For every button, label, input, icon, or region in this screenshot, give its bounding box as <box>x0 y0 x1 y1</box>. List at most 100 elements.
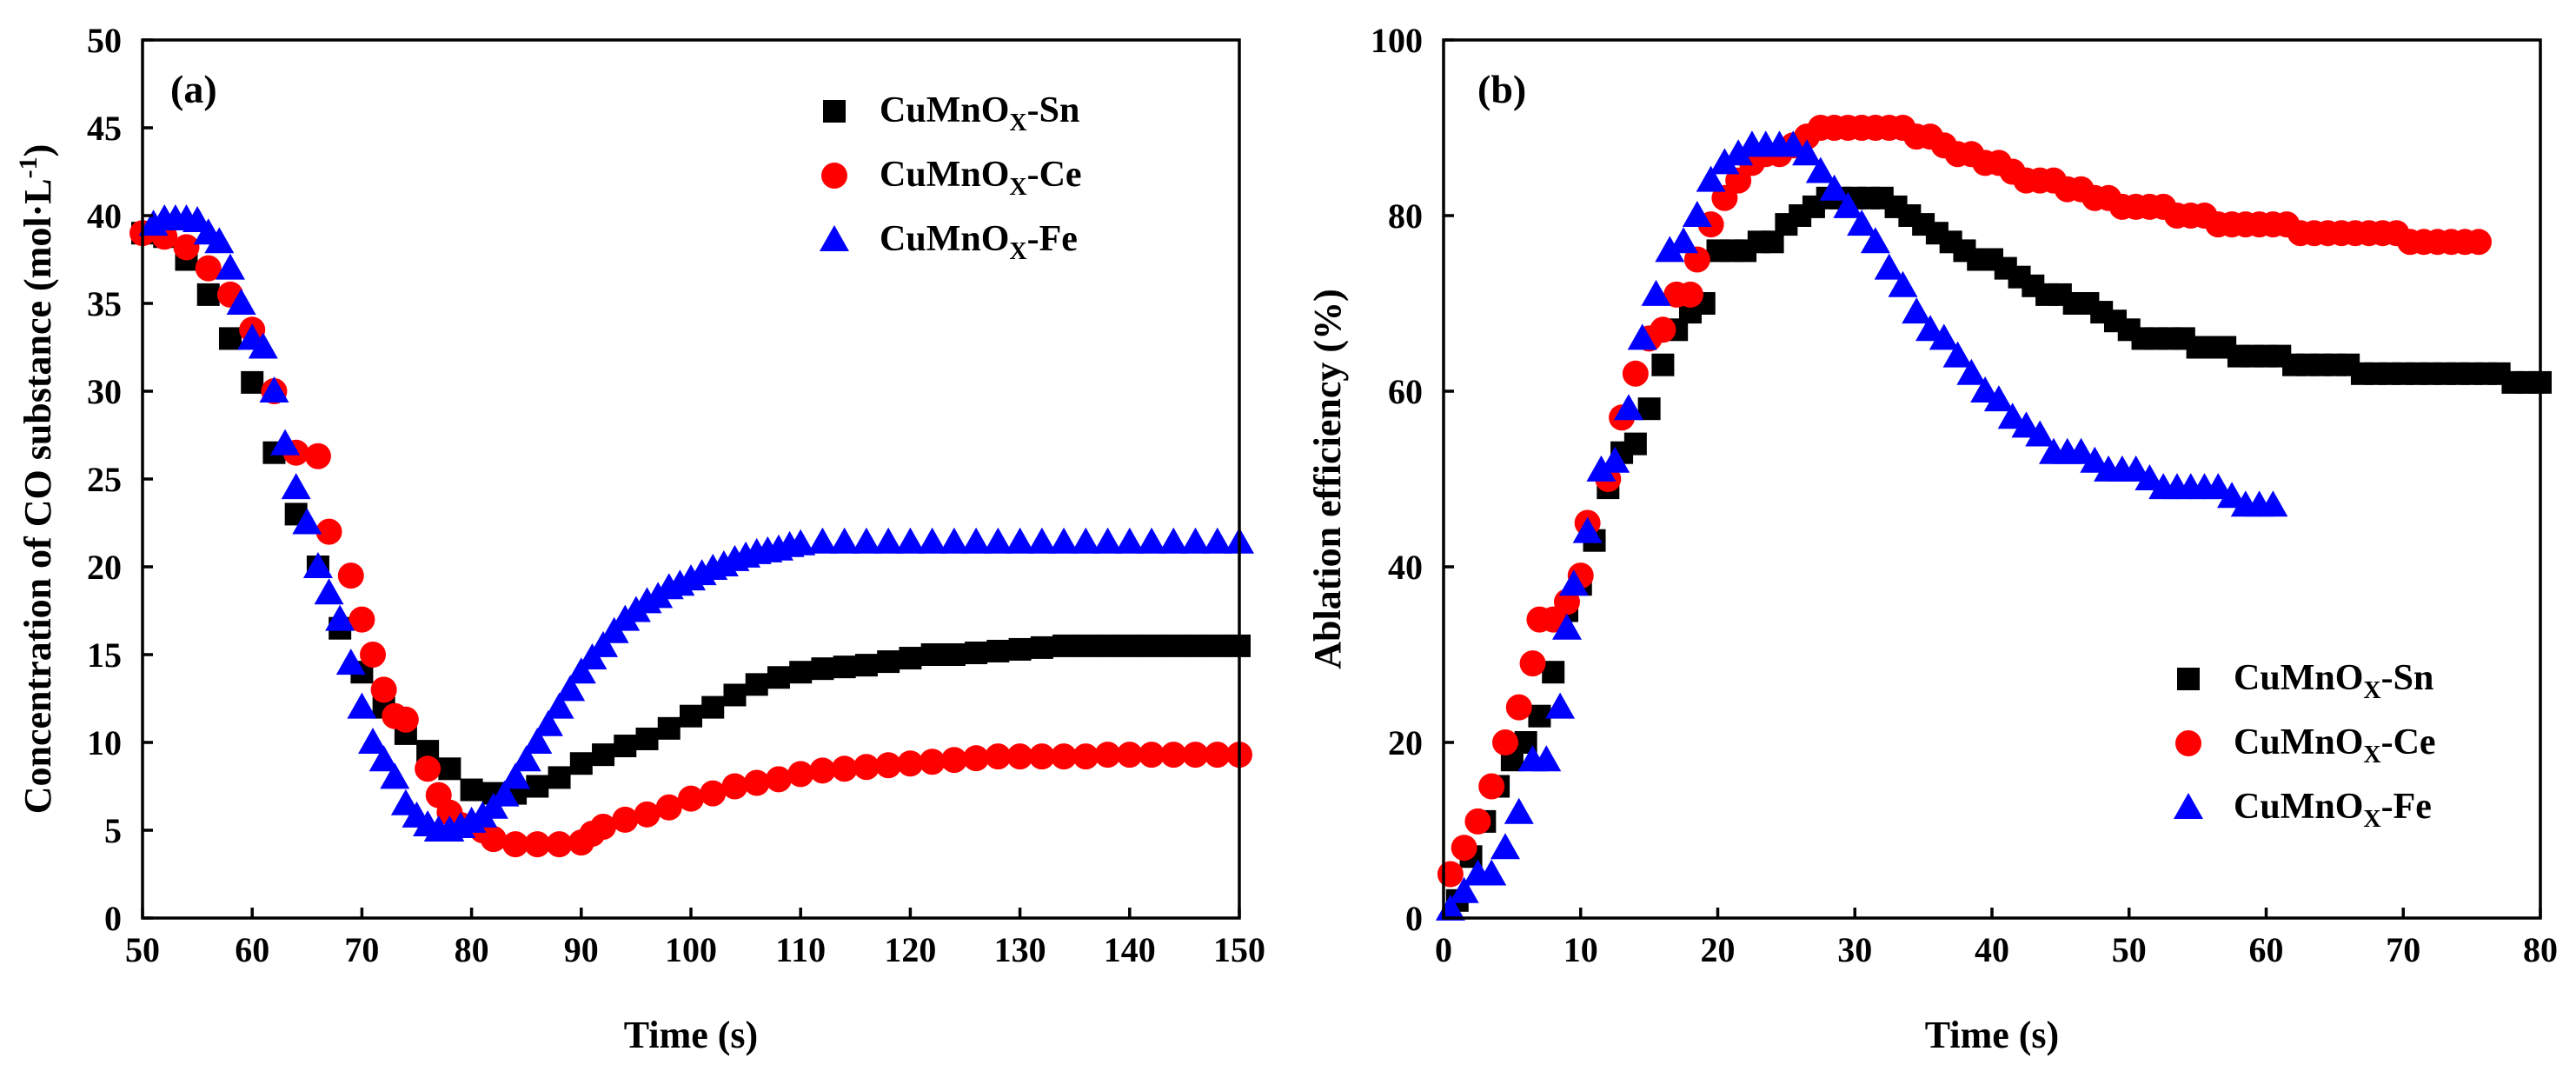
data-point <box>920 643 944 666</box>
data-point <box>1613 394 1643 421</box>
data-point <box>942 643 966 666</box>
data-point <box>370 676 397 703</box>
panel-a-x-axis-label: Time (s) <box>624 1014 758 1056</box>
data-point <box>325 604 355 631</box>
legend-marker <box>821 163 847 189</box>
data-point <box>349 606 375 633</box>
y-tick-label: 40 <box>1388 548 1423 587</box>
data-point <box>1451 835 1477 862</box>
data-point <box>873 527 904 554</box>
data-point <box>1204 742 1231 769</box>
data-point <box>569 752 593 775</box>
legend-label: CuMnOX-Sn <box>880 90 1079 136</box>
data-point <box>853 754 880 781</box>
data-point <box>248 332 278 359</box>
data-point <box>1437 861 1464 888</box>
data-point <box>2025 420 2055 447</box>
panel-a-y-ticks: 0 5 10 15 20 25 30 35 40 45 50 <box>87 21 153 938</box>
panel-a-y-axis-label-main: Concentration of CO substance (mol·L <box>17 178 59 814</box>
panel-a-y-axis-label-sup: -1 <box>14 156 43 178</box>
data-point <box>1026 527 1057 554</box>
data-point <box>655 794 682 821</box>
data-point <box>1600 446 1630 473</box>
data-point <box>1902 297 1932 324</box>
data-point <box>765 766 792 793</box>
data-point <box>1160 742 1187 769</box>
data-point <box>939 527 969 554</box>
y-tick-label: 40 <box>87 196 122 236</box>
panel-b-label: (b) <box>1477 67 1526 111</box>
data-point <box>1139 742 1165 769</box>
legend-marker <box>2177 668 2200 690</box>
data-point <box>1504 797 1534 824</box>
y-tick-label: 0 <box>1405 899 1423 938</box>
data-point <box>965 641 988 664</box>
y-tick-label: 100 <box>1371 21 1423 60</box>
data-point <box>612 806 639 833</box>
data-point <box>1490 833 1520 860</box>
data-point <box>1650 316 1676 343</box>
panel-b-x-axis-label: Time (s) <box>1925 1014 2059 1056</box>
data-point <box>2466 229 2493 256</box>
data-point <box>566 657 596 684</box>
data-point <box>701 695 725 719</box>
data-point <box>1558 569 1589 596</box>
series-CuMnOX-Sn <box>131 222 1251 805</box>
data-point <box>1052 634 1076 657</box>
data-point <box>789 661 813 684</box>
data-point <box>335 649 366 675</box>
data-point <box>315 518 342 545</box>
data-point <box>1540 606 1567 633</box>
data-point <box>226 289 256 315</box>
data-point <box>1542 661 1565 684</box>
x-tick-label: 30 <box>1837 930 1872 969</box>
x-tick-label: 50 <box>125 930 160 969</box>
legend-label: CuMnOX-Fe <box>880 219 1078 265</box>
y-tick-label: 20 <box>87 548 122 587</box>
data-point <box>1669 227 1699 254</box>
data-point <box>1833 191 1863 218</box>
panel-a-label: (a) <box>170 67 217 111</box>
x-tick-label: 0 <box>1435 930 1452 969</box>
data-point <box>895 527 926 554</box>
data-point <box>1586 455 1617 482</box>
data-point <box>546 831 573 858</box>
y-tick-label: 25 <box>87 460 122 499</box>
series-CuMnOX-Fe <box>1435 130 2288 921</box>
data-point <box>1888 270 1918 297</box>
x-tick-label: 120 <box>884 930 936 969</box>
data-point <box>786 529 816 556</box>
data-point <box>522 728 553 754</box>
data-point <box>304 443 331 469</box>
y-tick-label: 5 <box>104 811 122 850</box>
data-point <box>2134 464 2165 490</box>
data-point <box>1819 174 1849 201</box>
x-tick-label: 80 <box>2523 930 2558 969</box>
data-point <box>807 527 838 554</box>
data-point <box>415 755 442 782</box>
data-point <box>1696 165 1726 192</box>
data-point <box>337 562 364 589</box>
data-point <box>1478 773 1505 800</box>
y-tick-label: 35 <box>87 284 122 323</box>
data-point <box>919 749 946 775</box>
legend-marker <box>2174 793 2203 819</box>
data-point <box>614 735 637 758</box>
data-point <box>787 761 814 788</box>
data-point <box>963 745 990 772</box>
data-point <box>723 683 747 707</box>
data-point <box>1464 808 1491 835</box>
panel-a-marks <box>129 204 1254 858</box>
data-point <box>460 778 483 802</box>
data-point <box>1929 323 1959 350</box>
data-point <box>1551 613 1582 640</box>
data-point <box>480 826 507 853</box>
data-point <box>809 757 836 784</box>
data-point <box>511 745 541 772</box>
data-point <box>899 647 922 670</box>
panel-b-y-axis-label: Ablation efficiency (%) <box>1306 289 1349 669</box>
data-point <box>1094 742 1121 769</box>
y-tick-label: 80 <box>1388 196 1423 236</box>
data-point <box>2080 446 2110 473</box>
data-point <box>438 757 461 781</box>
